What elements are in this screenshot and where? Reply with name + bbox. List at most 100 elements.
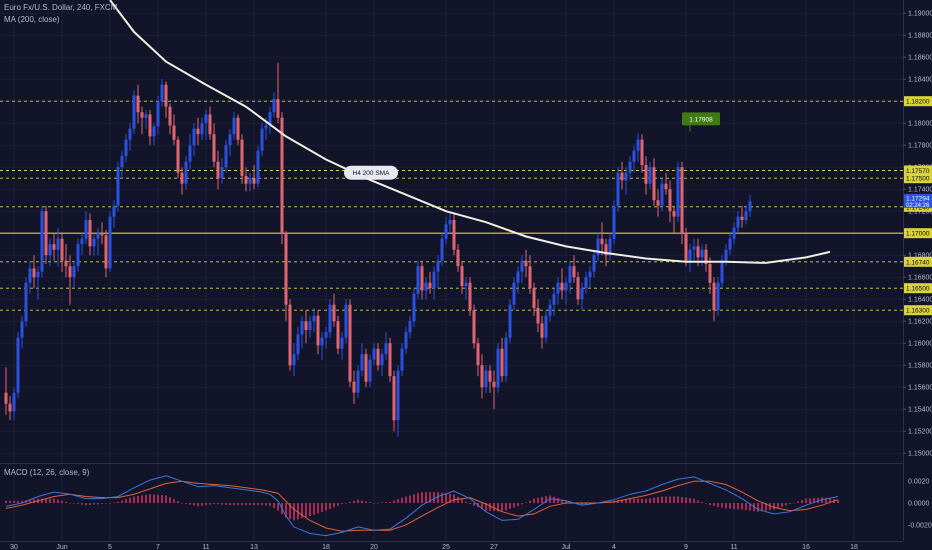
- time-axis[interactable]: 30 Jun 5 7 11 13 18 20 25 27 Jul 4 9 11 16 18: [10, 544, 858, 550]
- candle-body: [604, 244, 608, 256]
- candle-body: [436, 260, 440, 272]
- level-price-tag: [904, 228, 932, 239]
- time-tick-label: 7: [156, 544, 160, 550]
- price-tick-label: 1.15400: [908, 407, 932, 414]
- candle-body: [284, 233, 288, 305]
- candle-body: [8, 403, 12, 412]
- candle-body: [316, 315, 320, 346]
- candle-body: [68, 266, 72, 278]
- price-axis[interactable]: 1.19000 1.18800 1.18600 1.18400 1.18200 1.180…: [903, 0, 932, 550]
- candle-body: [596, 238, 600, 256]
- macd-histogram-bar: [669, 496, 671, 503]
- candle-body: [376, 348, 380, 366]
- candle-body: [744, 211, 748, 220]
- macd-histogram-bar: [501, 503, 503, 512]
- candle-body: [716, 282, 720, 311]
- candle-body: [492, 381, 496, 388]
- candle-body: [536, 308, 540, 324]
- macd-histogram-bar: [229, 503, 231, 506]
- candle-body: [592, 255, 596, 272]
- macd-histogram-bar: [765, 503, 767, 511]
- macd-histogram-bar: [497, 503, 499, 512]
- candle-body: [56, 238, 60, 250]
- macd-histogram-bar: [553, 496, 555, 503]
- macd-histogram-bar: [781, 503, 783, 507]
- macd-histogram-bar: [617, 500, 619, 503]
- macd-histogram-bar: [525, 502, 527, 504]
- macd-histogram-bar: [397, 499, 399, 503]
- candle-body: [180, 172, 184, 184]
- macd-histogram-bar: [713, 503, 715, 506]
- candle-body: [304, 321, 308, 330]
- candle-body: [456, 249, 460, 267]
- candle-body: [484, 370, 488, 388]
- macd-histogram-bar: [365, 501, 367, 503]
- candle-body: [664, 183, 668, 190]
- macd-histogram-bar: [801, 500, 803, 503]
- macd-histogram-bar: [9, 500, 11, 503]
- candle-body: [120, 156, 124, 168]
- time-tick-label: 30: [10, 544, 18, 550]
- level-price-tag: [904, 305, 932, 316]
- candle-body: [280, 117, 284, 234]
- candle-body: [444, 224, 448, 239]
- macd-histogram-bar: [481, 503, 483, 509]
- macd-histogram-bar: [109, 503, 111, 504]
- price-tick-label: 1.15000: [908, 451, 932, 458]
- price-tick-label: 1.18800: [908, 33, 932, 40]
- macd-histogram-bar: [641, 498, 643, 503]
- level-price-label: 1.17000: [906, 231, 930, 238]
- candle-body: [460, 266, 464, 286]
- current-price-tag: [904, 193, 932, 208]
- macd-histogram-bar: [321, 503, 323, 512]
- macd-histogram-bar: [785, 503, 787, 506]
- candle-body: [660, 183, 664, 206]
- candle-body: [176, 139, 180, 173]
- level-price-label: 1.16300: [906, 308, 930, 315]
- price-tick-label: 1.17200: [908, 209, 932, 216]
- level-price-label: 1.16740: [906, 259, 930, 266]
- macd-histogram-bar: [241, 503, 243, 506]
- macd-histogram-bar: [101, 503, 103, 505]
- macd-histogram-bar: [829, 498, 831, 503]
- candle-body: [424, 282, 428, 291]
- candle-body: [416, 266, 420, 294]
- macd-histogram-bar: [665, 496, 667, 503]
- candle-body: [520, 260, 524, 272]
- macd-histogram-bar: [341, 503, 343, 505]
- macd-histogram-bar: [413, 494, 415, 503]
- candle-body: [736, 216, 740, 228]
- macd-histogram-bar: [777, 503, 779, 509]
- macd-histogram-bar: [797, 501, 799, 503]
- macd-pane: [0, 463, 932, 542]
- ma-legend: MA (200, close): [4, 15, 60, 24]
- price-tick-label: 1.16400: [908, 297, 932, 304]
- candle-body: [368, 359, 372, 382]
- candle-body: [540, 323, 544, 338]
- candle-body: [432, 271, 436, 289]
- macd-histogram-bar: [161, 495, 163, 503]
- candle-body: [96, 233, 100, 239]
- candle-body: [184, 161, 188, 184]
- macd-histogram-bar: [745, 503, 747, 511]
- candle-body: [348, 304, 352, 382]
- macd-histogram-bar: [621, 499, 623, 503]
- macd-histogram-bar: [433, 492, 435, 503]
- level-price-label: 1.17570: [906, 168, 930, 175]
- candle-body: [448, 220, 452, 225]
- macd-histogram-bar: [441, 492, 443, 503]
- candle-body: [112, 205, 116, 217]
- candle-body: [504, 337, 508, 377]
- macd-histogram-bar: [129, 497, 131, 503]
- candle-body: [684, 233, 688, 261]
- candle-body: [124, 139, 128, 157]
- annotation-label: 1.17908: [689, 116, 713, 123]
- macd-histogram-bar: [213, 503, 215, 505]
- macd-histogram-bar: [761, 503, 763, 512]
- candle-body: [692, 246, 696, 250]
- macd-histogram-bar: [177, 501, 179, 503]
- macd-histogram-bar: [389, 501, 391, 503]
- annotations: 1.17908 H4 200 SMA: [344, 112, 720, 180]
- macd-histogram-bar: [545, 496, 547, 503]
